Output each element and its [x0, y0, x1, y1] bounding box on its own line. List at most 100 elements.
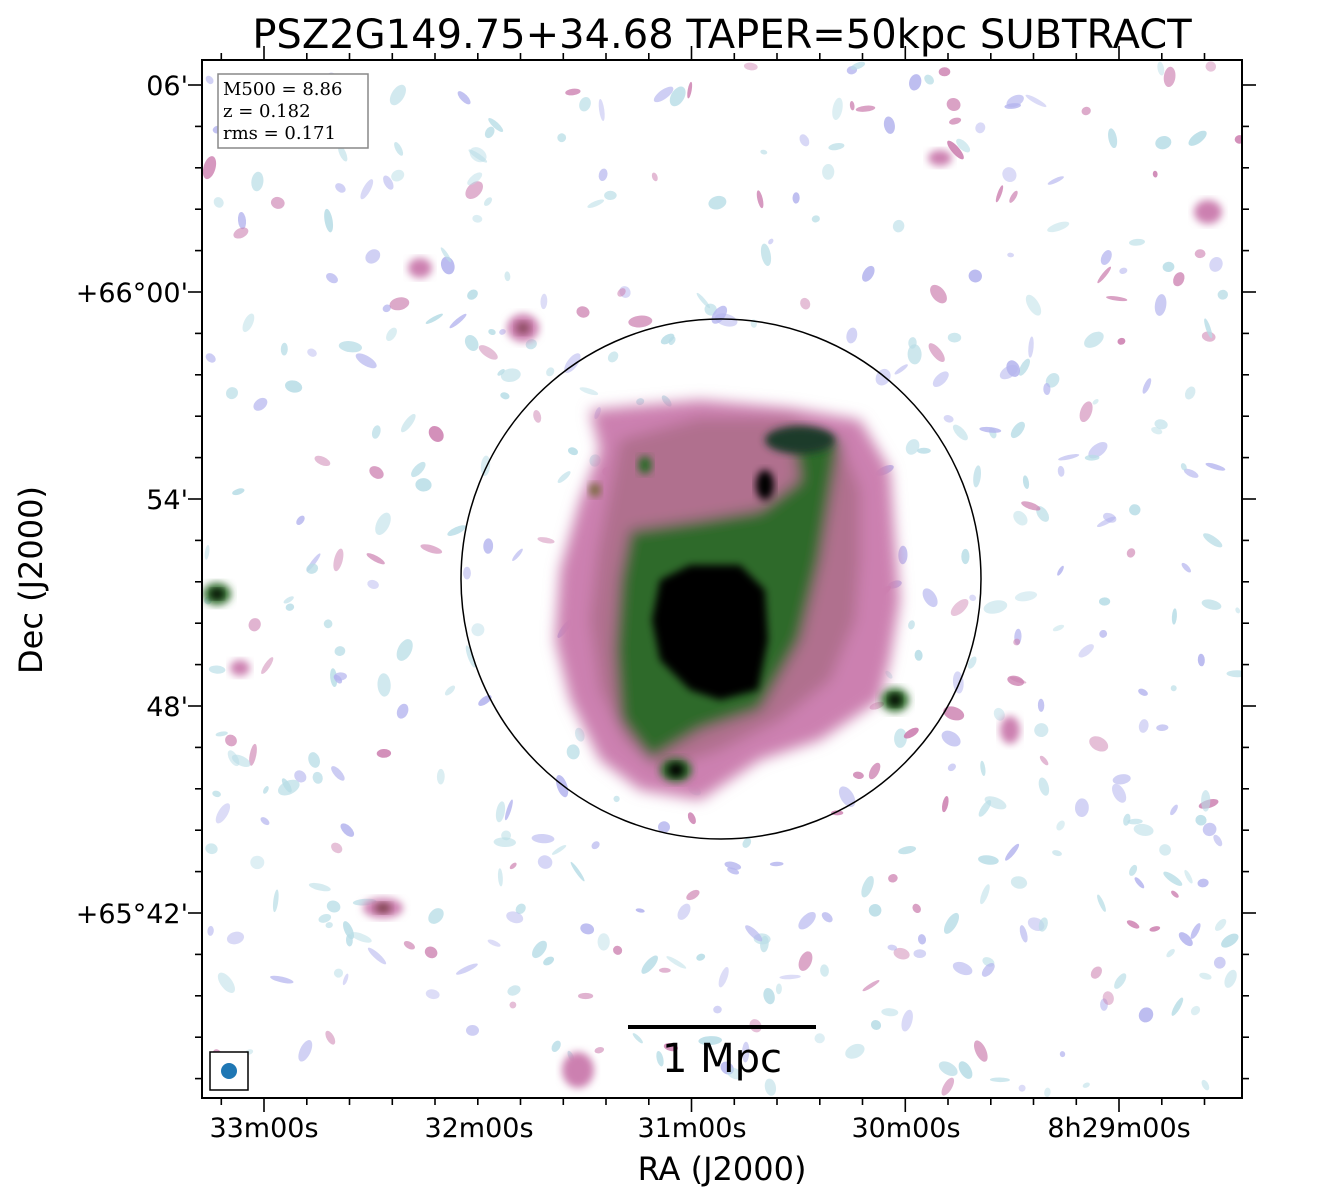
- noise-blob: [1014, 591, 1038, 602]
- noise-blob: [989, 1077, 1010, 1083]
- noise-blob: [914, 649, 923, 661]
- noise-blob: [500, 392, 510, 400]
- noise-blob: [226, 387, 238, 400]
- noise-blob: [1022, 475, 1030, 490]
- noise-blob: [981, 962, 995, 977]
- noise-blob: [365, 249, 381, 264]
- compact-source: [889, 694, 901, 706]
- noise-blob: [1028, 336, 1034, 358]
- scale-bar: 1 Mpc: [628, 1025, 816, 1082]
- noise-blob: [764, 1078, 777, 1096]
- x-tick-label: 32m00s: [424, 1113, 533, 1144]
- radio-map: [202, 61, 1242, 1098]
- noise-blob: [1038, 777, 1050, 796]
- noise-blob: [1004, 103, 1021, 109]
- noise-blob: [677, 903, 691, 920]
- noise-blob: [400, 413, 416, 433]
- compact-source: [375, 903, 391, 913]
- noise-blob: [1097, 894, 1106, 912]
- noise-blob: [861, 875, 874, 898]
- noise-blob: [950, 599, 969, 616]
- noise-blob: [668, 336, 676, 345]
- noise-blob: [938, 1061, 958, 1077]
- noise-blob: [495, 801, 506, 823]
- noise-blob: [894, 364, 908, 375]
- noise-blob: [484, 126, 495, 139]
- noise-blob: [598, 168, 608, 182]
- noise-blob: [917, 447, 931, 454]
- noise-blob: [504, 799, 513, 821]
- noise-blob: [515, 903, 526, 914]
- noise-blob: [391, 169, 405, 182]
- noise-blob: [557, 471, 571, 484]
- noise-blob: [217, 972, 235, 993]
- noise-blob: [396, 703, 409, 719]
- noise-blob: [465, 645, 476, 668]
- compact-sources: [203, 150, 1222, 1088]
- tick-marks: [188, 46, 1256, 1112]
- noise-blob: [468, 149, 488, 163]
- noise-blob: [1205, 61, 1217, 72]
- noise-blob: [769, 861, 784, 867]
- compact-source: [765, 426, 835, 454]
- noise-blob: [943, 415, 954, 423]
- noise-blob: [566, 744, 580, 760]
- noise-blob: [1197, 878, 1209, 888]
- noise-blob: [635, 908, 645, 913]
- noise-blob: [1092, 399, 1099, 405]
- noise-blob: [1221, 933, 1239, 948]
- noise-blob: [578, 992, 594, 1000]
- noise-blob: [849, 101, 855, 111]
- noise-blob: [862, 980, 880, 992]
- noise-blob: [1142, 378, 1152, 394]
- noise-blob: [308, 752, 320, 768]
- noise-blob: [1039, 755, 1049, 766]
- noise-blob: [779, 974, 801, 980]
- noise-blob: [1025, 94, 1047, 108]
- noise-blob: [741, 1041, 750, 1063]
- noise-blob: [1010, 421, 1025, 439]
- noise-blob: [868, 904, 882, 917]
- noise-blob: [1204, 318, 1213, 339]
- noise-blob: [488, 328, 496, 336]
- noise-blob: [892, 219, 905, 233]
- noise-blob: [389, 297, 410, 311]
- noise-blob: [850, 61, 866, 70]
- noise-blob: [551, 1040, 561, 1052]
- noise-blob: [1002, 167, 1017, 183]
- noise-blob: [968, 269, 982, 283]
- noise-blob: [1090, 966, 1102, 979]
- noise-blob: [1081, 106, 1091, 116]
- noise-blob: [428, 908, 444, 924]
- noise-blob: [232, 488, 245, 496]
- noise-blob: [814, 1033, 825, 1044]
- noise-blob: [1170, 804, 1178, 816]
- noise-blob: [1044, 1087, 1051, 1098]
- noise-blob: [394, 142, 404, 156]
- noise-blob: [1217, 289, 1228, 300]
- noise-blob: [718, 967, 729, 988]
- noise-blob: [922, 588, 938, 608]
- noise-blob: [713, 1005, 722, 1014]
- compact-source: [562, 1052, 594, 1088]
- y-axis-label: Dec (J2000): [12, 486, 50, 674]
- noise-blob: [537, 537, 555, 544]
- noise-blob: [480, 455, 491, 476]
- noise-blob: [924, 74, 934, 85]
- noise-blob: [465, 181, 483, 200]
- noise-blob: [887, 944, 898, 951]
- noise-blob: [943, 706, 965, 721]
- noise-blob: [862, 265, 875, 282]
- noise-blob: [799, 134, 810, 147]
- noise-blob: [543, 956, 555, 966]
- noise-blob: [912, 903, 921, 914]
- noise-blob: [565, 88, 581, 96]
- noise-blob: [1201, 1079, 1210, 1091]
- noise-blob: [607, 351, 619, 363]
- noise-blob: [294, 770, 307, 783]
- noise-blob: [663, 1043, 678, 1052]
- noise-blob: [983, 600, 1008, 614]
- noise-blob: [832, 97, 843, 121]
- r500-circle: [460, 318, 982, 840]
